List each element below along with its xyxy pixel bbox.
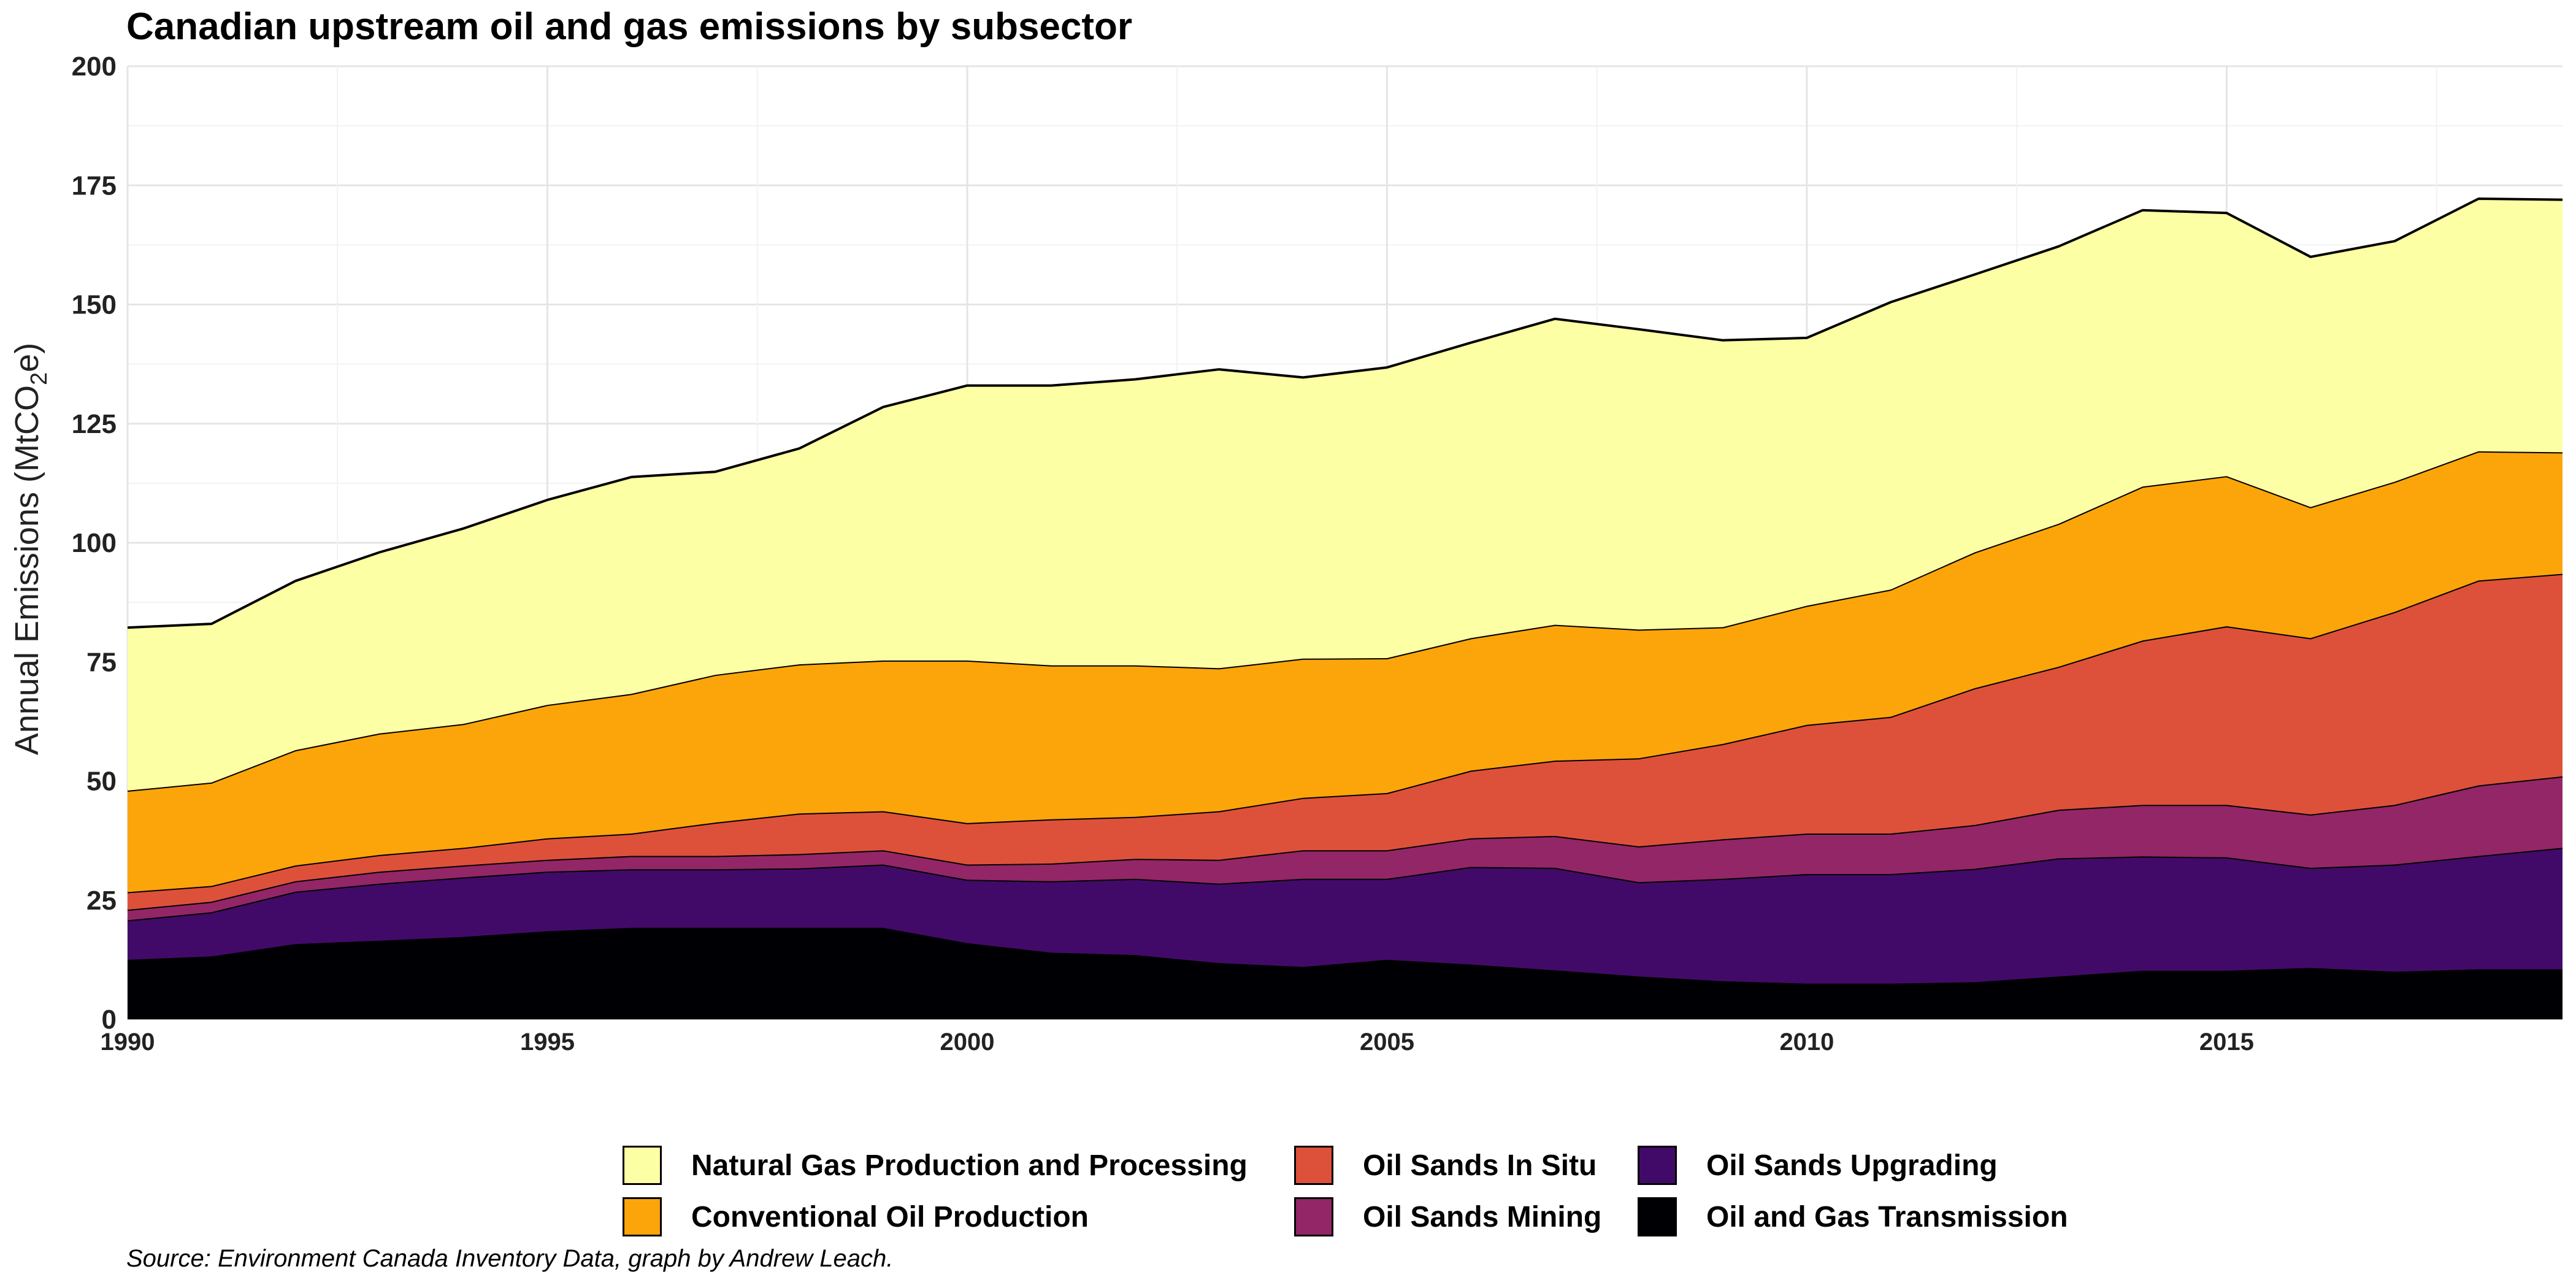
area-oil-sands-upgrading <box>128 848 2563 984</box>
x-tick-label: 1995 <box>520 1029 575 1056</box>
y-tick-label: 175 <box>72 171 117 201</box>
x-tick-label: 2005 <box>1360 1029 1414 1056</box>
axis-tick-labels: 0 25 50 75 100 125 150 175 200 1990 1995 2000 2005 20… <box>72 52 2254 1056</box>
legend-item: Conventional Oil Production <box>623 1191 1294 1243</box>
y-tick-label: 200 <box>72 52 117 82</box>
area-conventional-oil-production <box>128 451 2563 892</box>
x-tick-label: 2010 <box>1779 1029 1834 1056</box>
legend-label: Natural Gas Production and Processing <box>691 1149 1248 1182</box>
legend-color-key <box>1638 1197 1677 1236</box>
legend-label: Conventional Oil Production <box>691 1200 1089 1233</box>
legend-color-key <box>1294 1146 1333 1185</box>
legend-color-key <box>1638 1146 1677 1185</box>
legend-item: Oil Sands Upgrading <box>1638 1140 2098 1191</box>
area-natural-gas-production-and-processing <box>128 199 2563 791</box>
legend: Natural Gas Production and Processing Oil… <box>623 1140 2098 1243</box>
y-tick-label: 75 <box>86 647 117 677</box>
area-oil-and-gas-transmission <box>128 927 2563 1019</box>
legend-label: Oil Sands In Situ <box>1363 1149 1597 1182</box>
legend-item: Oil Sands Mining <box>1294 1191 1638 1243</box>
legend-color-key <box>623 1197 662 1236</box>
y-tick-label: 125 <box>72 409 117 439</box>
legend-color-key <box>1294 1197 1333 1236</box>
y-axis-label: Annual Emissions (MtCO2e) <box>9 343 52 755</box>
y-tick-label: 100 <box>72 528 117 558</box>
stacked-areas <box>127 197 2563 1019</box>
source-caption: Source: Environment Canada Inventory Dat… <box>126 1245 894 1272</box>
x-tick-label: 2000 <box>940 1029 994 1056</box>
area-outline-natural-gas-production-and-processing <box>127 197 2563 629</box>
area-oil-sands-mining <box>128 776 2563 921</box>
y-tick-label: 50 <box>86 767 117 797</box>
y-tick-label: 25 <box>86 886 117 916</box>
area-oil-sands-in-situ <box>128 573 2563 910</box>
x-tick-label: 2015 <box>2199 1029 2254 1056</box>
y-tick-label: 0 <box>102 1005 117 1035</box>
legend-label: Oil and Gas Transmission <box>1706 1200 2068 1233</box>
legend-color-key <box>623 1146 662 1185</box>
x-tick-label: 1990 <box>101 1029 155 1056</box>
legend-item: Natural Gas Production and Processing <box>623 1140 1294 1191</box>
y-tick-label: 150 <box>72 290 117 320</box>
legend-item: Oil and Gas Transmission <box>1638 1191 2098 1243</box>
chart-title: Canadian upstream oil and gas emissions … <box>126 6 1133 48</box>
legend-label: Oil Sands Mining <box>1363 1200 1602 1233</box>
legend-label: Oil Sands Upgrading <box>1706 1149 1998 1182</box>
legend-item: Oil Sands In Situ <box>1294 1140 1638 1191</box>
